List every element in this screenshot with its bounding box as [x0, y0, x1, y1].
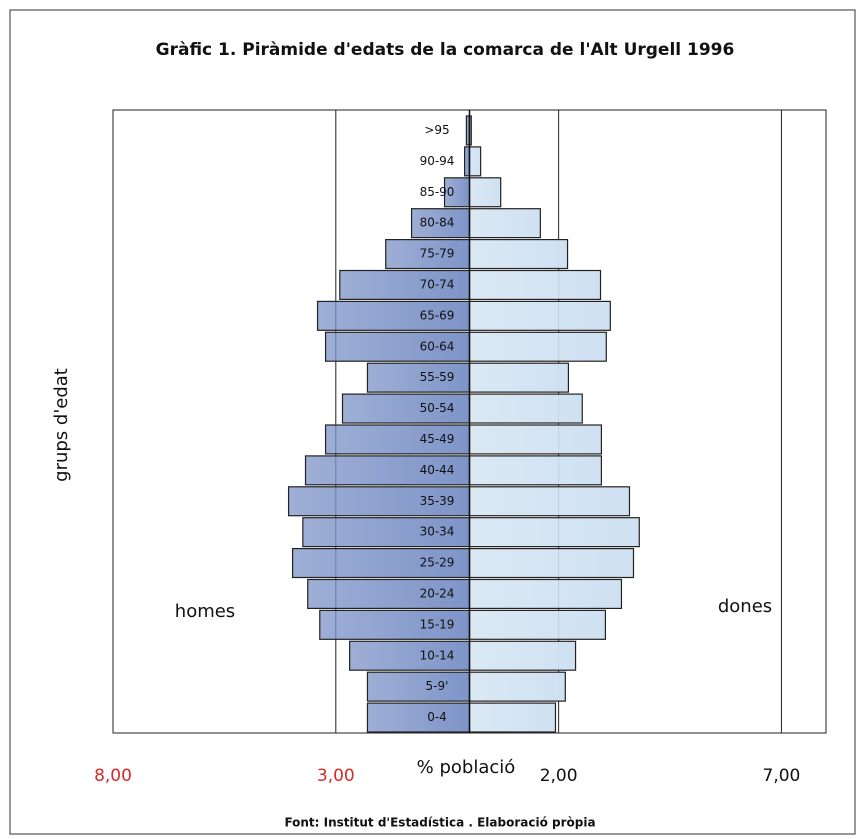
bar — [468, 331, 607, 362]
bar — [366, 702, 471, 733]
bar — [385, 239, 471, 270]
bar — [366, 671, 471, 702]
bar — [468, 208, 541, 239]
bar — [468, 486, 631, 517]
outer-frame — [9, 9, 856, 835]
bar — [468, 671, 566, 702]
y-axis-label: grups d'edat — [51, 368, 72, 482]
bar — [319, 609, 471, 640]
y-tick-label: 15-19 — [420, 617, 455, 631]
bar — [468, 146, 482, 177]
x-tick-label: 2,00 — [540, 766, 578, 786]
y-tick-label: 75-79 — [420, 247, 455, 261]
bar — [468, 177, 502, 208]
y-tick-label: 40-44 — [420, 463, 455, 477]
bar — [468, 517, 640, 548]
y-tick-label: 5-9' — [426, 679, 449, 693]
x-tick-label: 8,00 — [94, 766, 132, 786]
bar — [468, 393, 583, 424]
series-label: homes — [175, 601, 235, 622]
bar — [302, 517, 471, 548]
bar — [468, 609, 607, 640]
y-tick-label: 30-34 — [420, 525, 455, 539]
y-tick-label: 55-59 — [420, 370, 455, 384]
y-tick-label: 20-24 — [420, 586, 455, 600]
bar — [468, 578, 623, 609]
y-tick-label: 70-74 — [420, 277, 455, 291]
x-tick-label: 3,00 — [317, 766, 355, 786]
y-tick-label: 85-90 — [420, 185, 455, 199]
series-label: dones — [718, 596, 772, 617]
bar — [304, 455, 471, 486]
y-tick-label: 45-49 — [420, 432, 455, 446]
y-tick-label: 0-4 — [427, 710, 447, 724]
x-tick-label: 7,00 — [763, 766, 801, 786]
bar — [468, 424, 603, 455]
bar — [316, 300, 471, 331]
y-tick-label: 65-69 — [420, 308, 455, 322]
y-tick-label: 80-84 — [420, 216, 455, 230]
y-tick-label: 35-39 — [420, 494, 455, 508]
bar — [366, 362, 471, 393]
bar — [468, 362, 570, 393]
bar — [287, 486, 471, 517]
y-tick-label: 60-64 — [420, 339, 455, 353]
y-tick-label: 25-29 — [420, 556, 455, 570]
bar — [468, 300, 611, 331]
bar — [307, 578, 471, 609]
bar — [468, 702, 557, 733]
bar — [468, 269, 602, 300]
y-tick-label: 50-54 — [420, 401, 455, 415]
x-axis-label: % població — [417, 757, 516, 778]
bar — [468, 455, 603, 486]
bar — [339, 269, 471, 300]
bar — [324, 424, 471, 455]
bar — [410, 208, 471, 239]
chart-title: Gràfic 1. Piràmide d'edats de la comarca… — [156, 40, 735, 60]
bar — [468, 640, 577, 671]
y-tick-label: 90-94 — [420, 154, 455, 168]
y-tick-label: >95 — [424, 123, 449, 137]
bar — [468, 239, 569, 270]
bar — [443, 177, 471, 208]
source-note: Font: Institut d'Estadística . Elaboraci… — [284, 816, 595, 830]
bar — [468, 547, 635, 579]
y-tick-label: 10-14 — [420, 648, 455, 662]
